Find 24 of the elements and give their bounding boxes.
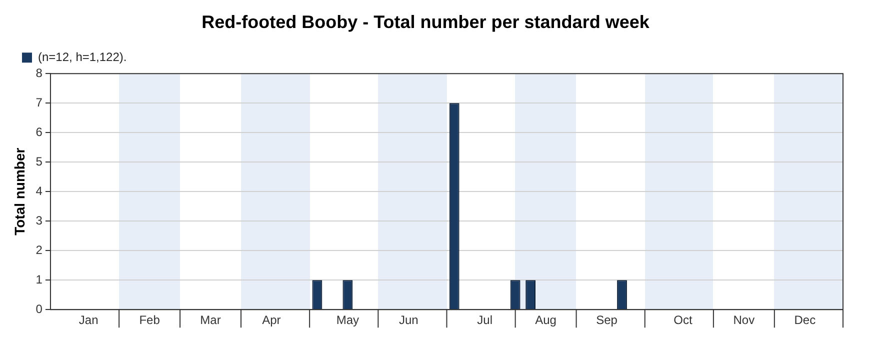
x-tick-label: Mar xyxy=(200,313,221,328)
y-tick-label: 3 xyxy=(36,213,43,228)
y-tick-label: 0 xyxy=(36,302,43,316)
x-tick-label: Nov xyxy=(733,313,755,328)
y-tick-label: 2 xyxy=(36,242,43,257)
x-tick-label: May xyxy=(336,313,360,328)
y-tick-label: 7 xyxy=(36,95,43,110)
x-tick-label: Aug xyxy=(535,313,556,328)
y-tick-label: 6 xyxy=(36,124,43,139)
y-tick-label: 8 xyxy=(36,66,43,80)
x-tick-label: Jul xyxy=(477,313,493,328)
x-tick-label: Oct xyxy=(674,313,693,328)
y-tick-label: 5 xyxy=(36,154,43,168)
y-tick-label: 1 xyxy=(36,272,43,286)
x-tick-label: Jan xyxy=(78,313,98,328)
x-tick-label: Feb xyxy=(139,313,160,328)
legend-label: (n=12, h=1,122). xyxy=(38,50,127,64)
x-tick-label: Dec xyxy=(794,313,816,328)
y-axis-title: Total number xyxy=(11,147,28,236)
x-tick-label: Apr xyxy=(262,313,281,328)
chart-title: Red-footed Booby - Total number per standard week xyxy=(202,12,650,32)
x-tick-label: Sep xyxy=(596,313,618,328)
y-tick-label: 4 xyxy=(36,184,43,198)
x-tick-label: Jun xyxy=(398,313,418,328)
